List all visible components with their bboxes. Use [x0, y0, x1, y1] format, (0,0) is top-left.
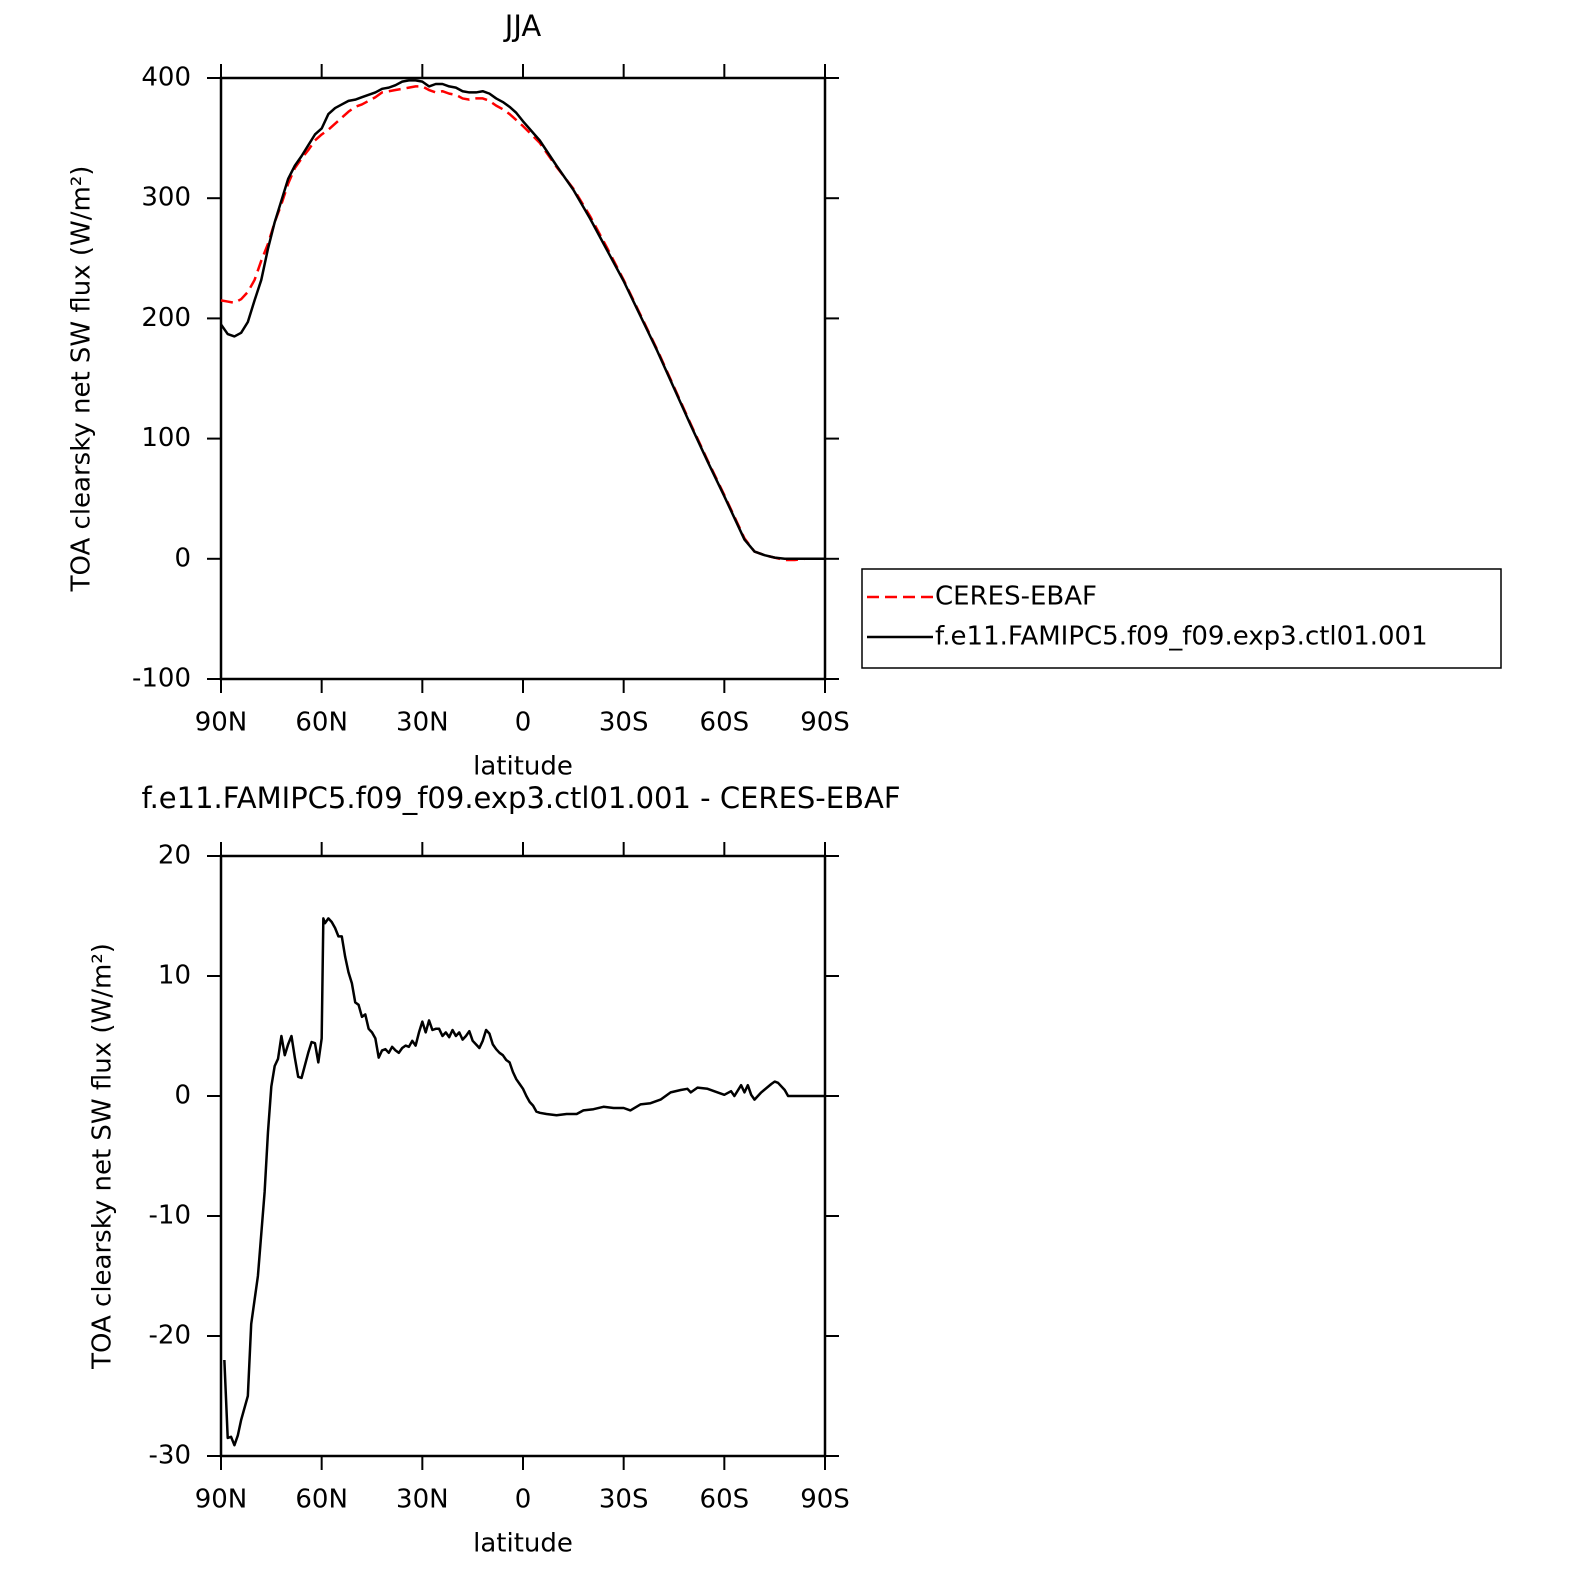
y-tick-label: 0 [174, 543, 191, 573]
x-tick-label: 90N [195, 1485, 248, 1515]
legend-label: f.e11.FAMIPC5.f09_f09.exp3.ctl01.001 [935, 622, 1428, 652]
chart-title: f.e11.FAMIPC5.f09_f09.exp3.ctl01.001 - C… [141, 781, 900, 815]
x-tick-label: 90S [800, 708, 850, 738]
x-tick-label: 60N [295, 708, 348, 738]
x-tick-label: 90N [195, 708, 248, 738]
x-tick-label: 0 [515, 708, 532, 738]
y-tick-label: 10 [158, 961, 191, 991]
x-axis-label: latitude [473, 752, 573, 782]
x-tick-label: 60N [295, 1485, 348, 1515]
y-tick-label: 20 [158, 841, 191, 871]
legend-box [861, 568, 1502, 669]
x-tick-label: 60S [700, 708, 750, 738]
x-tick-label: 30N [396, 1485, 449, 1515]
y-tick-label: -30 [149, 1441, 191, 1471]
x-tick-label: 30N [396, 708, 449, 738]
y-axis-label: TOA clearsky net SW flux (W/m²) [88, 943, 118, 1370]
x-tick-label: 30S [599, 708, 649, 738]
x-tick-label: 30S [599, 1485, 649, 1515]
y-tick-label: -100 [132, 664, 191, 694]
y-tick-label: 100 [141, 423, 191, 453]
y-tick-label: 200 [141, 303, 191, 333]
y-tick-label: 0 [174, 1081, 191, 1111]
plot-frame [219, 76, 827, 681]
data-line [223, 917, 825, 1447]
x-tick-label: 60S [700, 1485, 750, 1515]
x-tick-label: 90S [800, 1485, 850, 1515]
y-tick-label: 300 [141, 183, 191, 213]
chart-title: JJA [503, 9, 542, 43]
data-line [220, 85, 825, 562]
y-tick-label: -20 [149, 1321, 191, 1351]
y-tick-label: 400 [141, 63, 191, 93]
x-axis-label: latitude [473, 1529, 573, 1559]
data-line [219, 79, 825, 561]
y-axis-label: TOA clearsky net SW flux (W/m²) [67, 166, 97, 593]
y-tick-label: -10 [149, 1201, 191, 1231]
plot-frame [219, 854, 827, 1458]
x-tick-label: 0 [515, 1485, 532, 1515]
legend-label: CERES-EBAF [935, 582, 1097, 612]
